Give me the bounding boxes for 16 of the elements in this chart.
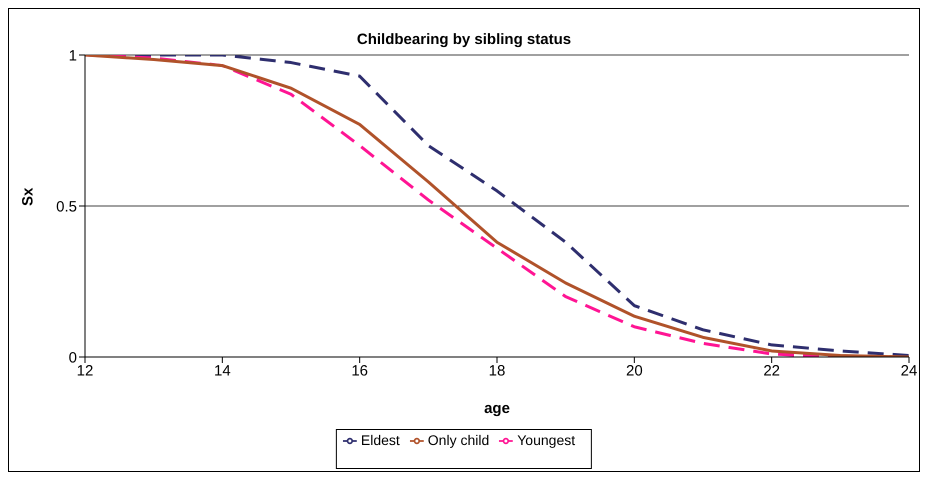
y-tick-label: 0 bbox=[68, 349, 77, 366]
x-tick-label: 24 bbox=[900, 362, 918, 380]
x-tick-label: 14 bbox=[214, 362, 231, 380]
x-tick-label: 18 bbox=[488, 362, 506, 380]
y-axis-title: Sx bbox=[19, 186, 36, 206]
chart-title: Childbearing by sibling status bbox=[356, 31, 572, 48]
x-axis-title: age bbox=[484, 400, 510, 417]
legend-label: Only child bbox=[428, 432, 490, 448]
x-tick-label: 16 bbox=[351, 362, 368, 380]
y-tick-label: 1 bbox=[68, 47, 77, 64]
x-tick-label: 20 bbox=[626, 362, 643, 380]
legend-label: Youngest bbox=[517, 432, 576, 448]
x-tick-label: 22 bbox=[763, 362, 780, 380]
legend-label: Eldest bbox=[360, 432, 400, 448]
x-tick-label: 12 bbox=[76, 362, 94, 380]
y-tick-label: 0.5 bbox=[56, 198, 77, 216]
